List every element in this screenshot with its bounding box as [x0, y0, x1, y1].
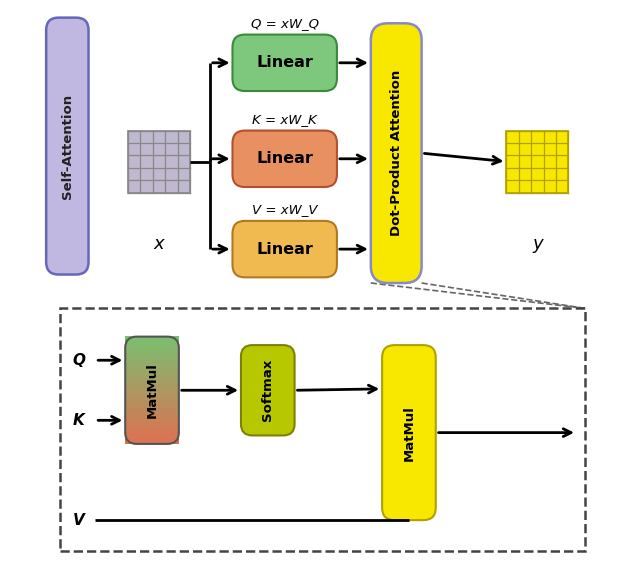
FancyBboxPatch shape [232, 221, 337, 277]
Bar [125, 366, 179, 369]
Text: V = xW_V: V = xW_V [252, 203, 317, 216]
Bar [125, 341, 179, 345]
Bar [125, 355, 179, 358]
FancyBboxPatch shape [232, 131, 337, 187]
Bar [125, 441, 179, 444]
Bar [125, 417, 179, 420]
Text: V: V [73, 513, 84, 528]
Bar [128, 131, 190, 192]
Text: Dot-Product Attention: Dot-Product Attention [390, 70, 403, 236]
Text: x: x [154, 235, 164, 253]
Bar [125, 344, 179, 348]
Text: Q: Q [73, 353, 86, 368]
Bar [125, 438, 179, 441]
Bar [125, 427, 179, 431]
Bar [125, 392, 179, 396]
Text: y: y [532, 235, 543, 253]
Text: Softmax: Softmax [261, 359, 275, 422]
Bar [125, 360, 179, 363]
FancyBboxPatch shape [371, 23, 422, 283]
Text: Linear: Linear [256, 55, 313, 70]
Bar [125, 379, 179, 382]
Bar [125, 435, 179, 439]
Bar [125, 336, 179, 340]
Text: Q = xW_Q: Q = xW_Q [251, 17, 319, 30]
Bar [125, 376, 179, 380]
Bar [125, 363, 179, 366]
Bar [125, 358, 179, 361]
Bar [125, 374, 179, 377]
Bar [125, 432, 179, 436]
Text: K: K [73, 413, 84, 428]
Bar [125, 398, 179, 401]
Bar [125, 387, 179, 391]
Bar [506, 131, 568, 192]
Text: Self-Attention: Self-Attention [61, 93, 74, 199]
FancyBboxPatch shape [241, 345, 294, 435]
FancyBboxPatch shape [232, 35, 337, 91]
Bar [125, 381, 179, 385]
Text: Linear: Linear [256, 242, 313, 256]
Text: Linear: Linear [256, 151, 313, 166]
Bar [125, 339, 179, 342]
Bar [125, 390, 179, 393]
Bar [125, 368, 179, 371]
Bar [125, 409, 179, 411]
Bar [125, 422, 179, 425]
Bar [125, 419, 179, 422]
Text: MatMul: MatMul [403, 405, 415, 461]
Text: MatMul: MatMul [145, 362, 159, 418]
Bar [125, 349, 179, 353]
Bar [125, 411, 179, 414]
Bar [125, 384, 179, 388]
Bar [125, 406, 179, 409]
FancyBboxPatch shape [382, 345, 436, 520]
Bar [125, 414, 179, 417]
Bar [125, 395, 179, 398]
Bar [125, 403, 179, 406]
Text: K = xW_K: K = xW_K [252, 113, 317, 126]
Bar [125, 347, 179, 350]
Bar [125, 430, 179, 433]
Bar [125, 371, 179, 374]
FancyBboxPatch shape [46, 18, 88, 275]
Bar [125, 352, 179, 355]
Bar [125, 424, 179, 428]
Bar [125, 400, 179, 404]
